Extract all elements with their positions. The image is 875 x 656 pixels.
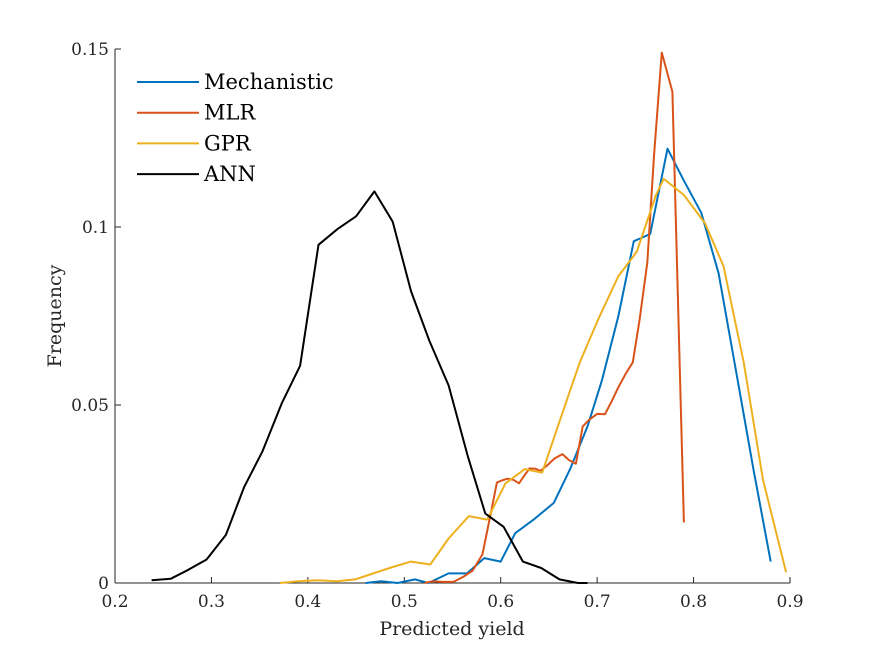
axes	[114, 49, 790, 584]
x-tick-label: 0.2	[101, 592, 128, 612]
y-axis-label: Frequency	[44, 264, 66, 367]
series-lines	[151, 51, 788, 584]
series-line-gpr	[279, 177, 788, 584]
y-tick-label: 0.1	[82, 218, 109, 238]
x-tick-label: 0.7	[584, 592, 611, 612]
series-line-mechanistic	[365, 147, 772, 584]
y-tick-label: 0	[98, 574, 109, 594]
y-axis-ticks: 0 0.05 0.1 0.15	[71, 40, 121, 594]
x-tick-label: 0.6	[487, 592, 514, 612]
series-line-ann	[151, 190, 588, 584]
y-tick-label: 0.15	[71, 40, 109, 60]
x-axis-label: Predicted yield	[379, 618, 524, 640]
y-tick-label: 0.05	[71, 396, 109, 416]
x-axis-ticks: 0.2 0.3 0.4 0.5 0.6 0.7 0.8 0.9	[101, 577, 804, 612]
x-tick-label: 0.3	[198, 592, 225, 612]
x-tick-label: 0.4	[294, 592, 321, 612]
legend: Mechanistic MLR GPR ANN	[137, 70, 334, 186]
x-tick-label: 0.9	[776, 592, 803, 612]
legend-label-gpr: GPR	[204, 131, 252, 155]
legend-label-ann: ANN	[203, 162, 256, 186]
legend-label-mlr: MLR	[204, 101, 256, 125]
series-line-mlr	[424, 51, 685, 584]
x-tick-label: 0.8	[680, 592, 707, 612]
legend-label-mechanistic: Mechanistic	[204, 70, 334, 94]
x-tick-label: 0.5	[391, 592, 418, 612]
